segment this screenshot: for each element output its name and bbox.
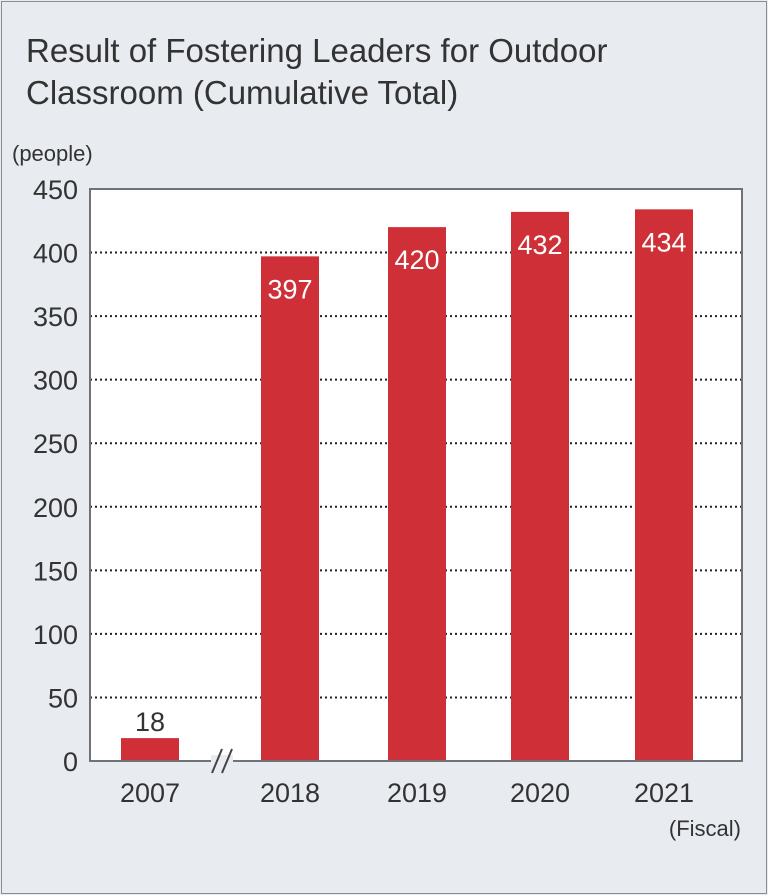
y-tick-label: 100: [33, 620, 78, 650]
data-label-2018: 397: [267, 274, 312, 304]
data-label-2021: 434: [641, 227, 686, 257]
axis-break-mark: [221, 748, 233, 774]
y-tick-label: 300: [33, 366, 78, 396]
x-tick-label: 2020: [510, 778, 570, 808]
bar-2020: [511, 211, 569, 761]
x-tick-label: 2007: [120, 778, 180, 808]
plot-border: [89, 188, 743, 762]
data-label-2007: 18: [135, 707, 165, 737]
bar-2018: [261, 256, 319, 761]
bar-2019: [388, 227, 446, 762]
data-label-2020: 432: [517, 230, 562, 260]
y-tick-label: 450: [33, 175, 78, 205]
y-tick-label: 0: [63, 747, 78, 777]
y-tick-label: 400: [33, 239, 78, 269]
x-axis-unit-label: (Fiscal): [669, 816, 741, 841]
chart-title-line-1: Result of Fostering Leaders for Outdoor: [26, 32, 608, 69]
chart-title: Result of Fostering Leaders for Outdoor …: [26, 30, 607, 114]
y-tick-label: 250: [33, 429, 78, 459]
axis-break-mark: [211, 748, 223, 774]
y-axis-unit-label: (people): [12, 141, 93, 166]
y-tick-label: 50: [48, 683, 78, 713]
bar-2007: [121, 738, 179, 761]
y-tick-label: 150: [33, 556, 78, 586]
chart-title-line-2: Classroom (Cumulative Total): [26, 74, 459, 111]
bar-2021: [635, 209, 693, 762]
y-tick-label: 200: [33, 493, 78, 523]
x-tick-label: 2019: [387, 778, 447, 808]
y-tick-label: 350: [33, 302, 78, 332]
data-label-2019: 420: [394, 245, 439, 275]
x-tick-label: 2018: [260, 778, 320, 808]
x-tick-label: 2021: [634, 778, 694, 808]
